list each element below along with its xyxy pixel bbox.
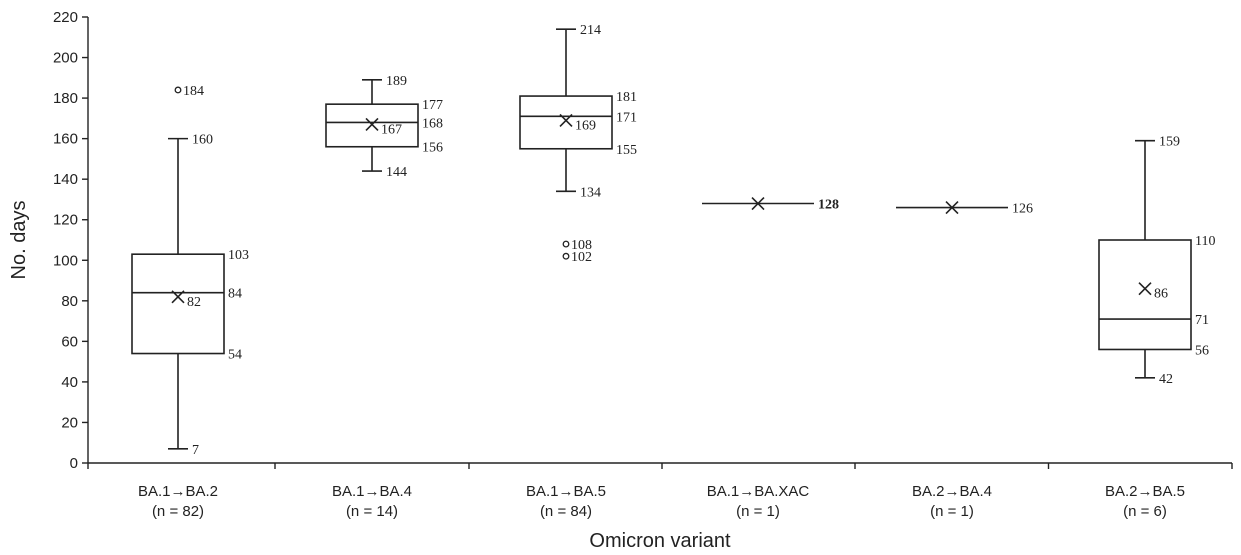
category-label: BA.1→BA.XAC (707, 483, 810, 500)
x-axis-title: Omicron variant (589, 530, 731, 552)
mean-marker (365, 117, 379, 132)
mean-marker (945, 200, 959, 215)
box-group: 126 (896, 200, 1033, 217)
plot-area: 82 160 7 103 84 54 184 167 189 144 177 168 156 169 214… (131, 23, 1215, 458)
outlier-label: 102 (571, 250, 592, 265)
outlier-label: 184 (183, 84, 204, 99)
mean-marker (1138, 282, 1152, 296)
category-label: BA.1→BA.5 (526, 483, 606, 500)
box-group: 86 159 42 110 71 56 (1098, 135, 1215, 387)
max-label: 159 (1159, 135, 1180, 150)
y-tick-label: 120 (53, 212, 78, 229)
max-label: 214 (580, 23, 601, 38)
outlier-point (562, 240, 570, 248)
mean-label: 167 (381, 122, 402, 137)
box-group: 167 189 144 177 168 156 (325, 74, 443, 180)
iqr-box (519, 95, 613, 150)
mean-marker (751, 196, 765, 211)
q1-label: 155 (616, 143, 637, 158)
median-label: 168 (422, 116, 443, 131)
y-tick-label: 60 (61, 333, 78, 350)
min-label: 42 (1159, 372, 1173, 387)
category-count-label: (n = 82) (152, 503, 204, 520)
q1-label: 56 (1195, 343, 1209, 358)
y-tick-label: 180 (53, 90, 78, 107)
min-label: 134 (580, 185, 601, 200)
q3-label: 110 (1195, 234, 1215, 249)
q1-label: 156 (422, 141, 443, 156)
median-label: 84 (228, 287, 242, 302)
category-count-label: (n = 14) (346, 503, 398, 520)
q3-label: 181 (616, 90, 637, 105)
y-tick-label: 20 (61, 414, 78, 431)
y-axis: 0 20 40 60 80 100 120 140 160 180 200 220 (53, 9, 89, 472)
category-count-label: (n = 84) (540, 503, 592, 520)
y-tick-label: 200 (53, 50, 78, 67)
value-label: 128 (818, 198, 839, 213)
value-label: 126 (1012, 202, 1033, 217)
category-label: BA.2→BA.4 (912, 483, 992, 500)
mean-label: 169 (575, 118, 596, 133)
mean-label: 82 (187, 295, 201, 310)
max-label: 189 (386, 74, 407, 89)
y-tick-label: 220 (53, 9, 78, 26)
mean-marker (559, 113, 573, 127)
box-group: 82 160 7 103 84 54 184 (131, 84, 249, 458)
category-label: BA.2→BA.5 (1105, 483, 1185, 500)
box-group: 128 (702, 196, 839, 213)
y-tick-label: 100 (53, 252, 78, 269)
y-tick-label: 0 (70, 455, 78, 472)
x-axis: BA.1→BA.2 (n = 82) BA.1→BA.4 (n = 14) BA.1→B… (87, 462, 1233, 520)
outlier-point (174, 86, 182, 94)
q3-label: 177 (422, 98, 443, 113)
q3-label: 103 (228, 248, 249, 263)
median-label: 71 (1195, 313, 1209, 328)
q1-label: 54 (228, 348, 242, 363)
mean-marker (171, 290, 185, 304)
y-tick-label: 40 (61, 374, 78, 391)
category-count-label: (n = 6) (1123, 503, 1167, 520)
outlier-label: 108 (571, 238, 592, 253)
y-tick-label: 140 (53, 171, 78, 188)
category-label: BA.1→BA.4 (332, 483, 412, 500)
category-label: BA.1→BA.2 (138, 483, 218, 500)
y-tick-label: 160 (53, 131, 78, 148)
y-tick-label: 80 (61, 293, 78, 310)
median-label: 171 (616, 110, 637, 125)
iqr-box (131, 253, 225, 355)
mean-label: 86 (1154, 287, 1168, 302)
y-axis-title: No. days (8, 201, 30, 280)
iqr-box (1098, 239, 1192, 351)
outlier-point (562, 252, 570, 260)
max-label: 160 (192, 133, 213, 148)
min-label: 7 (192, 443, 199, 458)
category-count-label: (n = 1) (930, 503, 974, 520)
category-count-label: (n = 1) (736, 503, 780, 520)
min-label: 144 (386, 165, 407, 180)
